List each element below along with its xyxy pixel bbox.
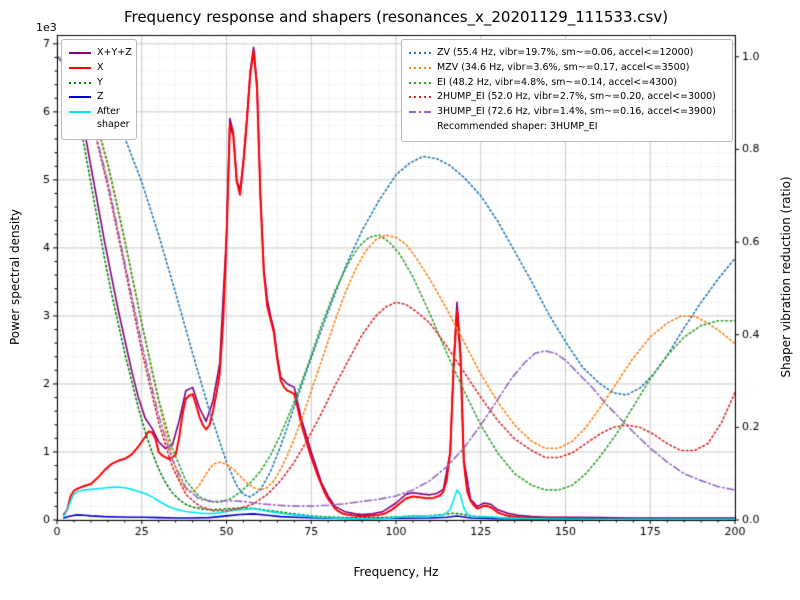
legend-line-z [69,96,91,99]
legend-item-z: Z [69,91,129,104]
legend-label-2hump-ei: 2HUMP_EI (52.0 Hz, vibr=2.7%, sm~=0.20, … [437,91,716,103]
legend-line-3hump-ei [409,111,431,114]
legend-item-zv: ZV (55.4 Hz, vibr=19.7%, sm~=0.06, accel… [409,47,725,60]
legend-line-xyz [69,52,91,54]
legend-item-2hump-ei: 2HUMP_EI (52.0 Hz, vibr=2.7%, sm~=0.20, … [409,91,725,104]
legend-item-y: Y [69,77,129,90]
legend-item-recommended: Recommended shaper: 3HUMP_EI [409,121,725,134]
legend-item-xyz: X+Y+Z [69,47,132,60]
legend-item-after-shaper: After shaper [69,106,130,132]
chart-title: Frequency response and shapers (resonanc… [123,8,669,26]
legend-item-ei: EI (48.2 Hz, vibr=4.8%, sm~=0.14, accel<… [409,77,725,90]
legend-line-after-shaper [69,111,91,114]
legend-item-x: X [69,62,129,75]
legend-label-x: X [97,61,104,73]
legend-line-ei [409,81,431,84]
legend-line-mzv [409,66,431,69]
legend-label-mzv: MZV (34.6 Hz, vibr=3.6%, sm~=0.17, accel… [437,61,690,73]
legend-line-zv [409,52,431,54]
right-y-axis-label: Shaper vibration reduction (ratio) [779,176,793,378]
legend-label-3hump-ei: 3HUMP_EI (72.6 Hz, vibr=1.4%, sm~=0.16, … [437,106,716,118]
legend-label-xyz: X+Y+Z [97,47,132,58]
shaper-legend: ZV (55.4 Hz, vibr=19.7%, sm~=0.06, accel… [401,39,733,142]
y-axis-offset-label: 1e3 [36,21,57,34]
psd-legend: X+Y+Z X Y Z After shaper [61,39,137,140]
legend-item-mzv: MZV (34.6 Hz, vibr=3.6%, sm~=0.17, accel… [409,62,725,75]
legend-line-x [69,66,91,69]
legend-line-y [69,81,91,84]
x-axis-label: Frequency, Hz [353,565,439,579]
left-y-axis-label: Power spectral density [8,208,22,346]
legend-line-2hump-ei [409,96,431,99]
legend-label-zv: ZV (55.4 Hz, vibr=19.7%, sm~=0.06, accel… [437,47,694,58]
legend-label-ei: EI (48.2 Hz, vibr=4.8%, sm~=0.14, accel<… [437,76,678,88]
recommended-shaper-text: Recommended shaper: 3HUMP_EI [437,121,598,133]
legend-item-3hump-ei: 3HUMP_EI (72.6 Hz, vibr=1.4%, sm~=0.16, … [409,106,725,119]
legend-label-y: Y [97,76,103,88]
legend-label-z: Z [97,91,104,103]
legend-label-after-shaper: After shaper [97,106,130,131]
